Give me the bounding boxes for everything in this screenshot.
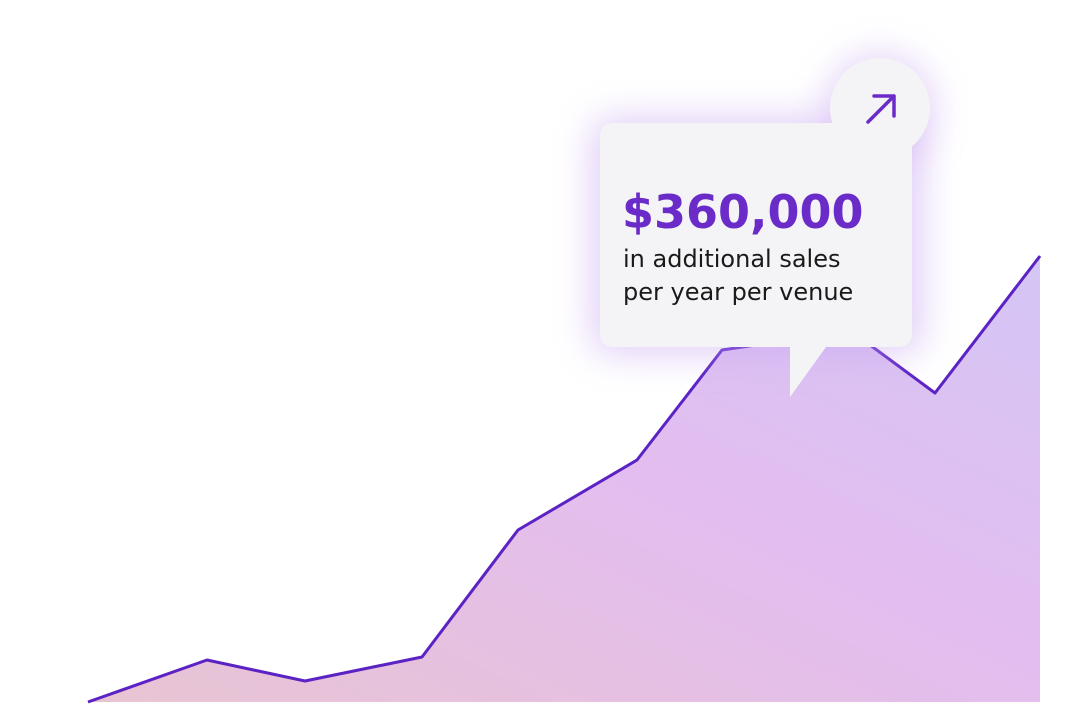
callout-value: $360,000 [622, 185, 864, 239]
line [87, 255, 1042, 704]
arrow-icon [866, 94, 896, 124]
callout: $360,000 in additional sales per year pe… [592, 54, 934, 397]
callout-text: in additional sales [623, 245, 840, 273]
callout-box [600, 123, 912, 397]
callout-text: per year per venue [623, 278, 853, 306]
